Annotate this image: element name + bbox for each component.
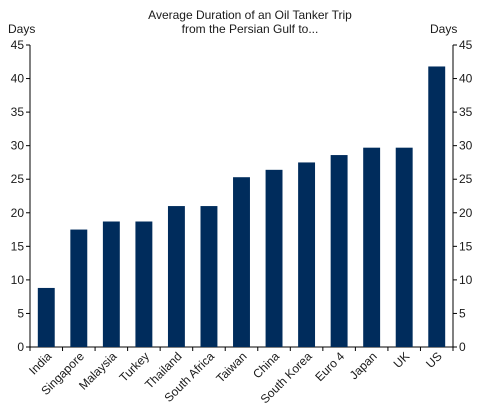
right-y-tick-label: 40 [459,72,473,86]
right-y-tick-label: 25 [459,172,473,186]
x-tick-label: US [423,349,445,371]
bar [233,177,250,347]
left-y-tick-label: 10 [11,273,25,287]
right-y-tick-label: 5 [459,306,466,320]
right-y-axis-ticks: 0 5 10 15 20 25 30 35 40 45 [453,38,473,354]
left-y-tick-label: 25 [11,172,25,186]
chart-subtitle: from the Persian Gulf to... [182,22,319,36]
x-tick-label: Euro 4 [312,349,347,384]
bar [37,287,55,347]
left-y-tick-label: 30 [11,139,25,153]
bar [167,206,185,347]
left-y-tick-label: 0 [17,340,24,354]
bar [330,155,348,347]
left-axis-unit-label: Days [8,22,35,36]
bar [298,162,316,347]
bar [102,221,120,347]
left-y-axis-ticks: 0 5 10 15 20 25 30 35 40 45 [11,38,30,354]
right-y-tick-label: 45 [459,38,473,52]
right-y-tick-label: 20 [459,206,473,220]
x-axis-ticks: IndiaSingaporeMalaysiaTurkeyThailandSout… [26,347,454,406]
chart-title: Average Duration of an Oil Tanker Trip [148,8,352,22]
left-y-tick-label: 15 [11,239,25,253]
left-y-tick-label: 20 [11,206,25,220]
x-tick-label: Taiwan [213,349,249,385]
right-y-tick-label: 15 [459,239,473,253]
left-y-tick-label: 45 [11,38,25,52]
x-tick-label: UK [391,349,413,371]
left-y-tick-label: 40 [11,72,25,86]
x-tick-label: Japan [347,349,380,382]
right-axis-unit-label: Days [430,22,457,36]
bar [135,221,153,347]
right-y-tick-label: 0 [459,340,466,354]
x-tick-label: India [26,349,55,378]
bars [37,66,446,347]
bar [70,229,88,347]
bar [363,147,381,347]
right-y-tick-label: 10 [459,273,473,287]
left-y-tick-label: 5 [17,306,24,320]
left-y-tick-label: 35 [11,105,25,119]
bar [200,206,218,347]
bar [395,147,413,347]
right-y-tick-label: 35 [459,105,473,119]
bar [428,66,446,347]
right-y-tick-label: 30 [459,139,473,153]
bar [265,169,283,347]
